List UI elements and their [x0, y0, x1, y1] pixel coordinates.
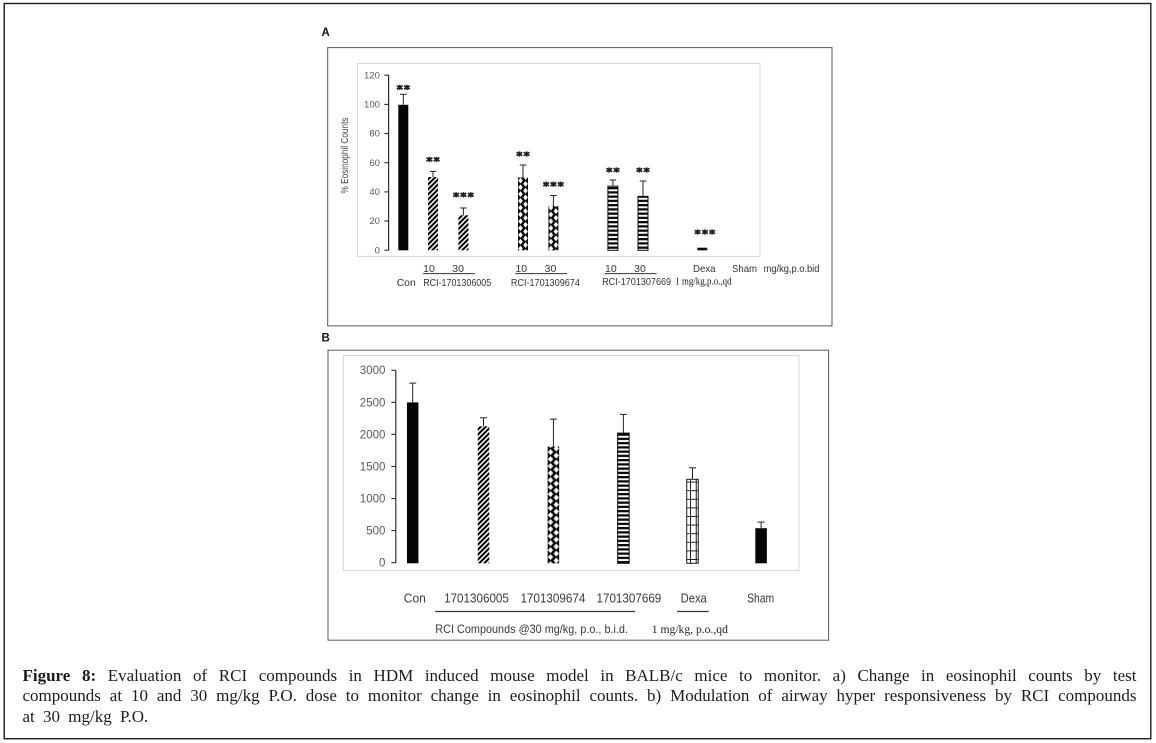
svg-text:30: 30 [634, 263, 646, 275]
svg-text:1701309674: 1701309674 [520, 591, 585, 605]
svg-text:1 mg/kg, p.o.,qd: 1 mg/kg, p.o.,qd [652, 622, 728, 636]
svg-text:2500: 2500 [360, 397, 386, 409]
svg-text:0: 0 [379, 558, 385, 570]
svg-text:2000: 2000 [360, 429, 386, 441]
svg-text:1 mg/kg,p.o.,qd: 1 mg/kg,p.o.,qd [675, 276, 732, 288]
svg-text:80: 80 [369, 129, 380, 140]
svg-text:Sham: Sham [747, 591, 774, 605]
svg-text:1500: 1500 [360, 461, 386, 473]
svg-text:RCI Compounds @30 mg/kg, p.o.,: RCI Compounds @30 mg/kg, p.o., b.i.d. [435, 622, 628, 636]
svg-text:1701306005: 1701306005 [444, 591, 509, 605]
svg-text:10: 10 [423, 263, 435, 275]
svg-text:Con: Con [397, 277, 416, 289]
svg-text:RCI-1701307669: RCI-1701307669 [602, 276, 671, 288]
svg-text:10: 10 [515, 263, 527, 275]
svg-text:0: 0 [375, 245, 380, 256]
svg-text:Dexa: Dexa [693, 263, 716, 275]
svg-text:1701307669: 1701307669 [597, 591, 662, 605]
svg-text:Con: Con [404, 591, 426, 605]
svg-text:RCI-1701309674: RCI-1701309674 [511, 277, 580, 289]
svg-text:RCI-1701306005: RCI-1701306005 [423, 277, 491, 289]
svg-text:20: 20 [369, 216, 380, 227]
svg-text:1000: 1000 [360, 494, 386, 506]
svg-text:10: 10 [605, 263, 617, 275]
svg-text:Dexa: Dexa [681, 591, 707, 605]
svg-text:120: 120 [364, 70, 380, 81]
svg-text:100: 100 [364, 100, 380, 111]
svg-text:3000: 3000 [360, 365, 386, 377]
svg-text:A: A [322, 27, 330, 39]
svg-text:500: 500 [366, 526, 385, 538]
svg-text:30: 30 [545, 263, 557, 275]
svg-text:mg/kg,p.o.bid: mg/kg,p.o.bid [764, 263, 820, 275]
svg-text:B: B [322, 333, 330, 345]
svg-text:Sham: Sham [732, 263, 757, 275]
svg-text:30: 30 [452, 263, 464, 275]
svg-text:40: 40 [369, 187, 380, 198]
svg-text:% Eosinophil Counts: % Eosinophil Counts [340, 118, 351, 194]
svg-text:60: 60 [369, 158, 380, 169]
